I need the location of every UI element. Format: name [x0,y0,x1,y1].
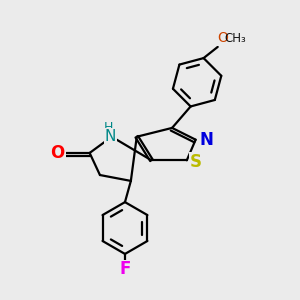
Text: F: F [119,260,131,278]
Text: O: O [50,144,64,162]
Text: S: S [190,153,202,171]
Text: O: O [218,32,229,45]
Text: H: H [104,121,113,134]
Text: N: N [199,131,213,149]
Text: CH₃: CH₃ [224,32,246,45]
Text: N: N [105,129,116,144]
